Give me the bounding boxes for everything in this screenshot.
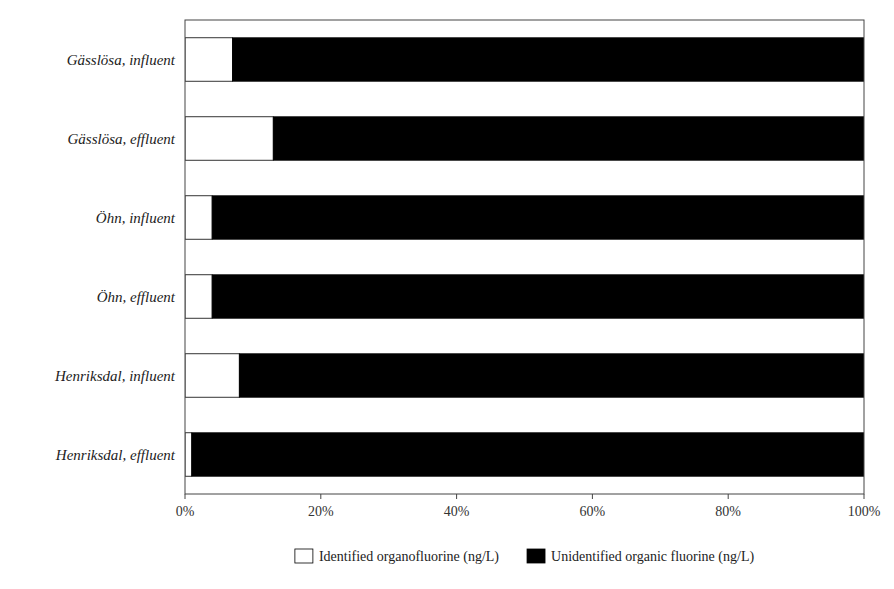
x-tick-label: 60% xyxy=(580,504,606,519)
bar xyxy=(233,38,864,81)
legend-swatch xyxy=(527,549,545,563)
x-tick xyxy=(320,494,321,499)
bar xyxy=(212,196,864,239)
x-tick-label: 40% xyxy=(444,504,470,519)
bar xyxy=(185,38,233,81)
legend-label: Unidentified organic fluorine (ng/L) xyxy=(551,549,754,565)
category-label: Henriksdal, influent xyxy=(54,368,176,384)
category-label: Henriksdal, effluent xyxy=(55,447,176,463)
x-tick xyxy=(185,494,186,499)
bar xyxy=(273,117,864,160)
plot-frame xyxy=(185,20,864,494)
x-tick xyxy=(456,494,457,499)
legend: Identified organofluorine (ng/L) Unidenti… xyxy=(295,549,755,565)
x-tick xyxy=(728,494,729,499)
legend-item: Identified organofluorine (ng/L) xyxy=(295,549,499,565)
x-tick xyxy=(592,494,593,499)
chart-container: 0% 20% 40% 60% 80% 100% Henriksdal, effluent He… xyxy=(0,0,894,589)
x-tick xyxy=(864,494,865,499)
x-tick-label: 100% xyxy=(848,504,881,519)
category-label: Gässlösa, effluent xyxy=(68,131,176,147)
legend-swatch xyxy=(295,549,313,563)
bar xyxy=(192,433,864,476)
bar xyxy=(185,433,192,476)
x-tick-label: 0% xyxy=(176,504,195,519)
bar xyxy=(185,117,273,160)
legend-label: Identified organofluorine (ng/L) xyxy=(319,549,499,565)
category-label: Öhn, influent xyxy=(96,210,176,226)
x-tick-label: 80% xyxy=(715,504,741,519)
bar xyxy=(212,275,864,318)
bar xyxy=(185,275,212,318)
bar xyxy=(185,354,239,397)
bar xyxy=(185,196,212,239)
legend-item: Unidentified organic fluorine (ng/L) xyxy=(527,549,754,565)
category-label: Gässlösa, influent xyxy=(67,52,176,68)
bars xyxy=(185,38,864,476)
category-label: Öhn, effluent xyxy=(97,289,176,305)
bar xyxy=(239,354,864,397)
chart-svg: 0% 20% 40% 60% 80% 100% Henriksdal, effluent He… xyxy=(0,0,894,589)
x-tick-label: 20% xyxy=(308,504,334,519)
